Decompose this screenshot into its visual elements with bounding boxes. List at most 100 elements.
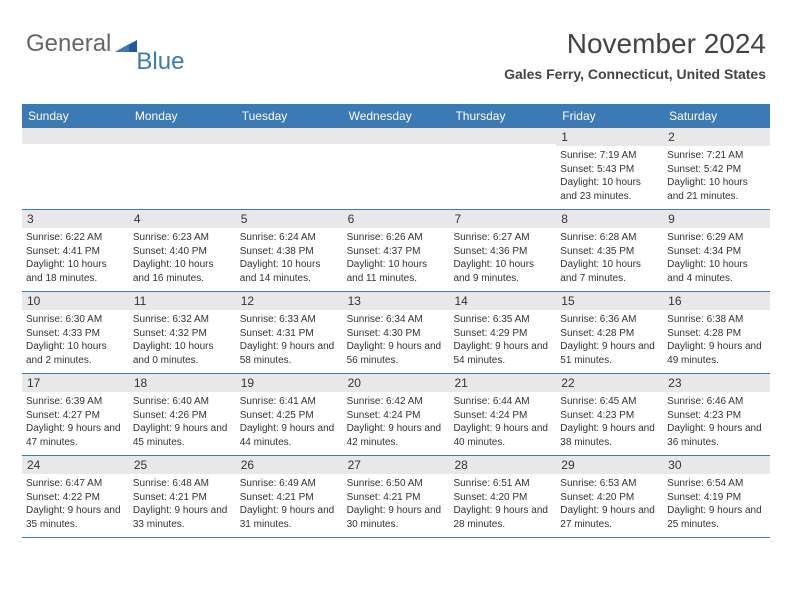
sunrise-text: Sunrise: 6:51 AM bbox=[453, 477, 552, 491]
sunrise-text: Sunrise: 6:53 AM bbox=[560, 477, 659, 491]
sunrise-text: Sunrise: 6:24 AM bbox=[240, 231, 339, 245]
page-header: November 2024 Gales Ferry, Connecticut, … bbox=[504, 28, 766, 82]
day-number bbox=[343, 128, 450, 144]
daylight-text: Daylight: 9 hours and 33 minutes. bbox=[133, 504, 232, 531]
sunset-text: Sunset: 4:21 PM bbox=[133, 491, 232, 505]
day-details: Sunrise: 6:26 AMSunset: 4:37 PMDaylight:… bbox=[347, 231, 446, 285]
day-cell: 13Sunrise: 6:34 AMSunset: 4:30 PMDayligh… bbox=[343, 292, 450, 373]
day-details: Sunrise: 6:32 AMSunset: 4:32 PMDaylight:… bbox=[133, 313, 232, 367]
sunset-text: Sunset: 4:19 PM bbox=[667, 491, 766, 505]
sunrise-text: Sunrise: 6:33 AM bbox=[240, 313, 339, 327]
sunrise-text: Sunrise: 6:49 AM bbox=[240, 477, 339, 491]
day-number: 27 bbox=[343, 456, 450, 474]
day-cell: 14Sunrise: 6:35 AMSunset: 4:29 PMDayligh… bbox=[449, 292, 556, 373]
day-details: Sunrise: 6:42 AMSunset: 4:24 PMDaylight:… bbox=[347, 395, 446, 449]
day-cell: 20 Sunrise: 6:42 AMSunset: 4:24 PMDayligh… bbox=[343, 374, 450, 455]
day-number: 14 bbox=[449, 292, 556, 310]
calendar-grid: SundayMondayTuesdayWednesdayThursdayFrid… bbox=[22, 104, 770, 538]
day-number: 8 bbox=[556, 210, 663, 228]
sunset-text: Sunset: 4:23 PM bbox=[667, 409, 766, 423]
day-details: Sunrise: 6:41 AMSunset: 4:25 PMDaylight:… bbox=[240, 395, 339, 449]
month-title: November 2024 bbox=[504, 28, 766, 60]
sunrise-text: Sunrise: 6:48 AM bbox=[133, 477, 232, 491]
sunrise-text: Sunrise: 6:40 AM bbox=[133, 395, 232, 409]
day-cell: 9Sunrise: 6:29 AMSunset: 4:34 PMDaylight… bbox=[663, 210, 770, 291]
daylight-text: Daylight: 9 hours and 44 minutes. bbox=[240, 422, 339, 449]
day-number: 4 bbox=[129, 210, 236, 228]
day-number: 20 bbox=[343, 374, 450, 392]
day-details: Sunrise: 6:48 AMSunset: 4:21 PMDaylight:… bbox=[133, 477, 232, 531]
week-row: 3Sunrise: 6:22 AMSunset: 4:41 PMDaylight… bbox=[22, 210, 770, 292]
daylight-text: Daylight: 9 hours and 36 minutes. bbox=[667, 422, 766, 449]
daylight-text: Daylight: 9 hours and 27 minutes. bbox=[560, 504, 659, 531]
sunrise-text: Sunrise: 6:54 AM bbox=[667, 477, 766, 491]
day-number: 30 bbox=[663, 456, 770, 474]
day-number: 21 bbox=[449, 374, 556, 392]
day-details: Sunrise: 6:36 AMSunset: 4:28 PMDaylight:… bbox=[560, 313, 659, 367]
day-details: Sunrise: 6:22 AMSunset: 4:41 PMDaylight:… bbox=[26, 231, 125, 285]
day-cell: 18Sunrise: 6:40 AMSunset: 4:26 PMDayligh… bbox=[129, 374, 236, 455]
daylight-text: Daylight: 9 hours and 38 minutes. bbox=[560, 422, 659, 449]
day-number: 29 bbox=[556, 456, 663, 474]
sunset-text: Sunset: 4:33 PM bbox=[26, 327, 125, 341]
day-cell: 25Sunrise: 6:48 AMSunset: 4:21 PMDayligh… bbox=[129, 456, 236, 537]
day-cell: 24Sunrise: 6:47 AMSunset: 4:22 PMDayligh… bbox=[22, 456, 129, 537]
day-number: 23 bbox=[663, 374, 770, 392]
sunset-text: Sunset: 4:26 PM bbox=[133, 409, 232, 423]
day-details: Sunrise: 6:23 AMSunset: 4:40 PMDaylight:… bbox=[133, 231, 232, 285]
daylight-text: Daylight: 9 hours and 25 minutes. bbox=[667, 504, 766, 531]
sunset-text: Sunset: 4:37 PM bbox=[347, 245, 446, 259]
day-details: Sunrise: 6:27 AMSunset: 4:36 PMDaylight:… bbox=[453, 231, 552, 285]
day-details: Sunrise: 6:46 AMSunset: 4:23 PMDaylight:… bbox=[667, 395, 766, 449]
sunrise-text: Sunrise: 6:50 AM bbox=[347, 477, 446, 491]
day-cell: 22Sunrise: 6:45 AMSunset: 4:23 PMDayligh… bbox=[556, 374, 663, 455]
logo-text-2: Blue bbox=[136, 48, 184, 76]
daylight-text: Daylight: 9 hours and 56 minutes. bbox=[347, 340, 446, 367]
sunset-text: Sunset: 4:22 PM bbox=[26, 491, 125, 505]
daylight-text: Daylight: 10 hours and 21 minutes. bbox=[667, 176, 766, 203]
day-details: Sunrise: 6:30 AMSunset: 4:33 PMDaylight:… bbox=[26, 313, 125, 367]
day-details: Sunrise: 6:28 AMSunset: 4:35 PMDaylight:… bbox=[560, 231, 659, 285]
day-cell: 1Sunrise: 7:19 AMSunset: 5:43 PMDaylight… bbox=[556, 128, 663, 209]
day-cell: 12Sunrise: 6:33 AMSunset: 4:31 PMDayligh… bbox=[236, 292, 343, 373]
sunset-text: Sunset: 4:20 PM bbox=[560, 491, 659, 505]
day-cell: 21Sunrise: 6:44 AMSunset: 4:24 PMDayligh… bbox=[449, 374, 556, 455]
day-cell: 10Sunrise: 6:30 AMSunset: 4:33 PMDayligh… bbox=[22, 292, 129, 373]
sunset-text: Sunset: 4:27 PM bbox=[26, 409, 125, 423]
day-number: 9 bbox=[663, 210, 770, 228]
day-details: Sunrise: 6:34 AMSunset: 4:30 PMDaylight:… bbox=[347, 313, 446, 367]
sunrise-text: Sunrise: 6:32 AM bbox=[133, 313, 232, 327]
day-cell bbox=[343, 128, 450, 209]
sunset-text: Sunset: 4:21 PM bbox=[240, 491, 339, 505]
sunset-text: Sunset: 4:36 PM bbox=[453, 245, 552, 259]
sunrise-text: Sunrise: 6:42 AM bbox=[347, 395, 446, 409]
weekday-header: Sunday bbox=[22, 104, 129, 128]
day-number: 18 bbox=[129, 374, 236, 392]
daylight-text: Daylight: 9 hours and 31 minutes. bbox=[240, 504, 339, 531]
week-row: 10Sunrise: 6:30 AMSunset: 4:33 PMDayligh… bbox=[22, 292, 770, 374]
sunrise-text: Sunrise: 6:30 AM bbox=[26, 313, 125, 327]
day-number: 15 bbox=[556, 292, 663, 310]
daylight-text: Daylight: 10 hours and 0 minutes. bbox=[133, 340, 232, 367]
day-details: Sunrise: 7:21 AMSunset: 5:42 PMDaylight:… bbox=[667, 149, 766, 203]
day-cell: 8 Sunrise: 6:28 AMSunset: 4:35 PMDaylight… bbox=[556, 210, 663, 291]
day-details: Sunrise: 6:33 AMSunset: 4:31 PMDaylight:… bbox=[240, 313, 339, 367]
day-cell: 7Sunrise: 6:27 AMSunset: 4:36 PMDaylight… bbox=[449, 210, 556, 291]
day-number: 16 bbox=[663, 292, 770, 310]
day-cell: 17Sunrise: 6:39 AMSunset: 4:27 PMDayligh… bbox=[22, 374, 129, 455]
daylight-text: Daylight: 9 hours and 49 minutes. bbox=[667, 340, 766, 367]
weekday-header: Thursday bbox=[449, 104, 556, 128]
daylight-text: Daylight: 9 hours and 58 minutes. bbox=[240, 340, 339, 367]
sunset-text: Sunset: 4:35 PM bbox=[560, 245, 659, 259]
daylight-text: Daylight: 10 hours and 18 minutes. bbox=[26, 258, 125, 285]
day-number: 24 bbox=[22, 456, 129, 474]
weekday-header: Tuesday bbox=[236, 104, 343, 128]
day-details: Sunrise: 7:19 AMSunset: 5:43 PMDaylight:… bbox=[560, 149, 659, 203]
sunrise-text: Sunrise: 6:26 AM bbox=[347, 231, 446, 245]
sunrise-text: Sunrise: 6:35 AM bbox=[453, 313, 552, 327]
weekday-header: Saturday bbox=[663, 104, 770, 128]
sunrise-text: Sunrise: 6:22 AM bbox=[26, 231, 125, 245]
daylight-text: Daylight: 9 hours and 47 minutes. bbox=[26, 422, 125, 449]
week-row: 24Sunrise: 6:47 AMSunset: 4:22 PMDayligh… bbox=[22, 456, 770, 538]
weekday-header: Monday bbox=[129, 104, 236, 128]
